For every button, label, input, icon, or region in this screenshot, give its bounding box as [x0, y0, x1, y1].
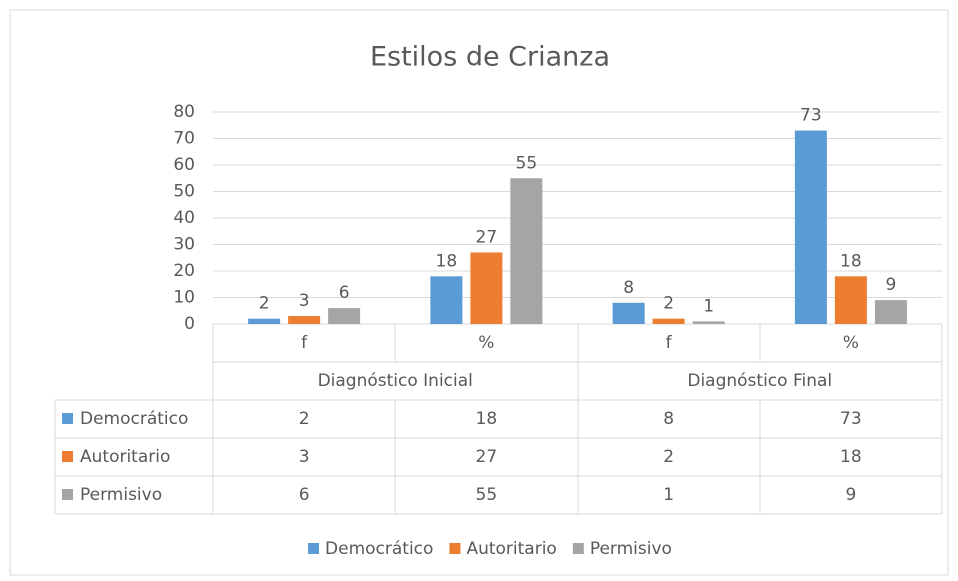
x-tick-label: f [301, 333, 308, 353]
data-label: 18 [840, 251, 862, 271]
bar [430, 276, 463, 324]
x-tick-label: % [478, 333, 494, 353]
table-cell: 6 [299, 485, 310, 505]
x-group-label: Diagnóstico Final [687, 371, 832, 391]
y-tick-label: 80 [173, 102, 195, 122]
bar [692, 321, 725, 324]
bar [470, 252, 503, 324]
bar [794, 130, 827, 324]
table-row-label: Permisivo [80, 485, 162, 505]
bar [288, 316, 321, 324]
bar [510, 178, 543, 324]
legend-key [308, 543, 320, 554]
x-tick-label: f [666, 333, 673, 353]
legend-label: Democrático [325, 539, 433, 559]
legend-key [449, 543, 461, 554]
y-tick-label: 70 [173, 129, 195, 149]
y-tick-label: 30 [173, 235, 195, 255]
table-row-label: Autoritario [80, 447, 170, 467]
chart-title: Estilos de Crianza [370, 42, 610, 73]
data-label: 3 [299, 291, 310, 311]
data-label: 18 [436, 251, 458, 271]
x-tick-label: % [843, 333, 859, 353]
legend-label: Permisivo [590, 539, 672, 559]
data-label: 2 [663, 294, 674, 314]
table-cell: 55 [476, 485, 498, 505]
bar [874, 300, 907, 324]
y-tick-label: 40 [173, 208, 195, 228]
table-cell: 8 [663, 409, 674, 429]
table-legend-key [62, 489, 73, 500]
bar [834, 276, 867, 324]
table-legend-key [62, 451, 73, 462]
y-tick-label: 60 [173, 155, 195, 175]
legend-label: Autoritario [466, 539, 556, 559]
table-cell: 18 [476, 409, 498, 429]
table-cell: 2 [299, 409, 310, 429]
y-tick-label: 50 [173, 182, 195, 202]
data-table-lines [54, 324, 943, 515]
table-cell: 1 [663, 485, 674, 505]
data-label: 27 [476, 227, 498, 247]
table-cell: 18 [840, 447, 862, 467]
bar [248, 318, 281, 324]
bar [612, 302, 645, 324]
legend-key [572, 543, 584, 554]
bar [652, 318, 685, 324]
bar [328, 308, 361, 324]
table-cell: 2 [663, 447, 674, 467]
y-tick-label: 20 [173, 261, 195, 281]
y-tick-label: 10 [173, 288, 195, 308]
table-cell: 27 [476, 447, 498, 467]
table-legend-key [62, 413, 73, 424]
table-row-label: Democrático [80, 409, 188, 429]
data-label: 2 [259, 294, 270, 314]
data-label: 55 [516, 153, 538, 173]
table-cell: 9 [845, 485, 856, 505]
data-label: 8 [623, 278, 634, 298]
table-cell: 3 [299, 447, 310, 467]
y-tick-label: 0 [184, 314, 195, 334]
x-group-label: Diagnóstico Inicial [318, 371, 473, 391]
data-label: 6 [339, 283, 350, 303]
data-label: 9 [885, 275, 896, 295]
table-cell: 73 [840, 409, 862, 429]
data-label: 1 [703, 296, 714, 316]
data-label: 73 [800, 106, 822, 126]
